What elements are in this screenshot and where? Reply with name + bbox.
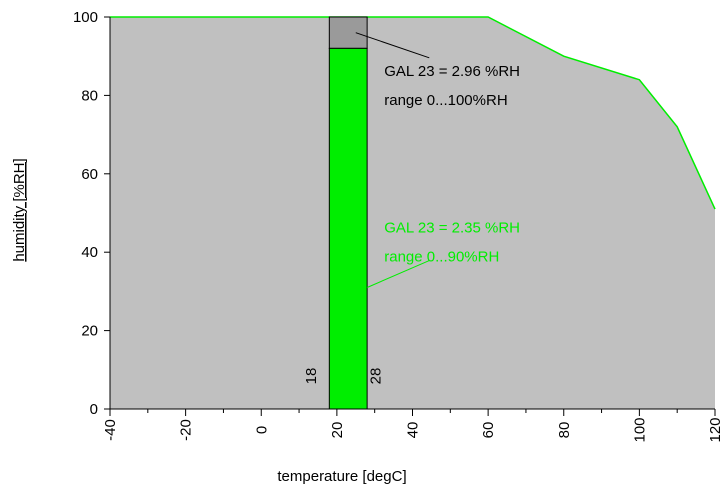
x-axis-title: temperature [degC] xyxy=(277,468,406,485)
x-tick-label: 120 xyxy=(707,417,720,442)
annotation-text: GAL 23 = 2.96 %RH xyxy=(384,63,520,80)
y-tick-label: 0 xyxy=(90,401,98,418)
x-tick-label: 20 xyxy=(329,422,346,439)
bar-green-segment xyxy=(328,47,368,410)
x-tick-label: -20 xyxy=(178,419,195,441)
axes: -40 -20 0 20 40 60 80 100 120 0 20 40 60 80 100 tempera… xyxy=(11,9,720,485)
annotation-text: range 0...100%RH xyxy=(384,92,507,109)
annotation-text: GAL 23 = 2.35 %RH xyxy=(384,220,520,237)
annotations: GAL 23 = 2.96 %RH range 0...100%RH GAL 23 … xyxy=(355,32,520,288)
y-axis-title: humidity [%RH] xyxy=(11,158,28,261)
bar-start-label: 18 xyxy=(303,368,320,385)
x-tick-label: 0 xyxy=(253,426,270,434)
y-tick-label: 60 xyxy=(81,166,98,183)
bar-end-label: 28 xyxy=(367,368,384,385)
annotation-leader-line xyxy=(366,260,430,288)
envelope-area xyxy=(110,17,715,409)
y-tick-label: 100 xyxy=(73,9,98,26)
plot-area: 18 28 xyxy=(110,16,716,410)
x-tick-label: 60 xyxy=(480,422,497,439)
x-tick-label: -40 xyxy=(102,419,119,441)
x-tick-label: 100 xyxy=(631,417,648,442)
annotation-leader-line xyxy=(355,32,430,59)
annotation-text: range 0...90%RH xyxy=(384,249,499,266)
y-tick-label: 40 xyxy=(81,244,98,261)
bar-gray-segment xyxy=(328,16,368,49)
y-tick-label: 80 xyxy=(81,87,98,104)
y-tick-label: 20 xyxy=(81,323,98,340)
envelope-line xyxy=(110,16,716,210)
x-tick-label: 40 xyxy=(405,422,422,439)
x-tick-label: 80 xyxy=(556,422,573,439)
